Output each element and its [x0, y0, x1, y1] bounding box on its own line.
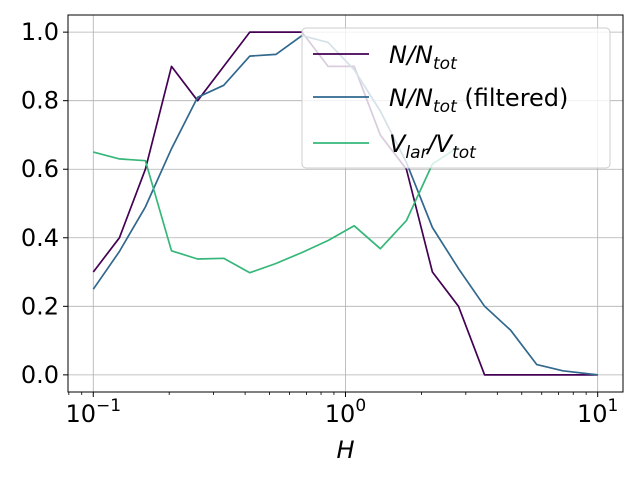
y-tick-label: 0.2: [21, 292, 59, 320]
y-tick-label: 0.8: [21, 87, 59, 115]
y-tick-label: 0.4: [21, 224, 59, 252]
series-line-2: [93, 146, 459, 274]
legend-label-part: N/N: [389, 84, 433, 112]
x-tick-label: 10−1: [65, 396, 121, 428]
y-tick-label: 1.0: [21, 18, 59, 46]
legend-label-part: V: [389, 130, 407, 158]
legend-label-part: (filtered): [457, 84, 569, 112]
legend-label-part: tot: [433, 54, 458, 74]
x-tick-label: 100: [325, 396, 366, 428]
x-tick-label-exponent: 0: [355, 396, 366, 416]
legend-label-0: N/Ntot: [389, 41, 458, 74]
y-tick-label: 0.0: [21, 361, 59, 389]
legend-label-part: /V: [426, 130, 454, 158]
legend-label-2: Vlar/Vtot: [389, 130, 477, 163]
x-tick-label-exponent: −1: [96, 396, 121, 416]
x-tick-label-base: 10: [65, 400, 96, 428]
axis-ticks: 0.00.20.40.60.81.010−1 100 101: [21, 18, 619, 428]
x-tick-label-exponent: 1: [608, 396, 619, 416]
x-tick-label-base: 10: [325, 400, 356, 428]
legend-label-1: N/Ntot (filtered): [389, 84, 568, 117]
legend-label-part: lar: [405, 143, 428, 163]
legend-box: [301, 27, 611, 169]
x-tick-label: 101: [577, 396, 618, 428]
x-axis-label: H: [336, 436, 354, 464]
legend-label-part: tot: [433, 97, 458, 117]
legend-label-part: tot: [452, 143, 477, 163]
x-tick-label-base: 10: [577, 400, 608, 428]
y-tick-label: 0.6: [21, 155, 59, 183]
legend-label-part: N/N: [389, 41, 433, 69]
